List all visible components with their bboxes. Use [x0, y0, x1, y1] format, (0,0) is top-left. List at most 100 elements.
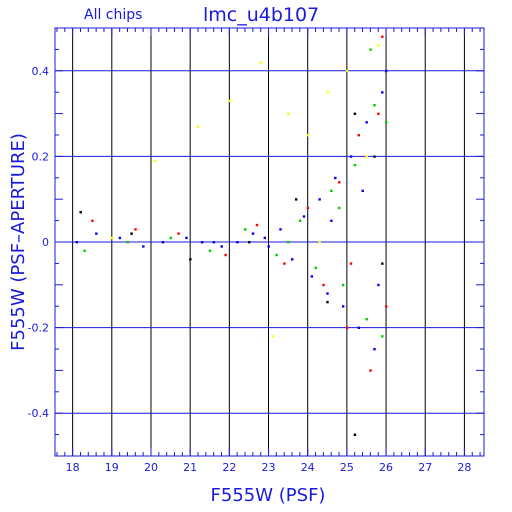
data-point	[110, 236, 114, 240]
x-tick-labels: 18 19 20 21 22 23 24 25 26 27 28	[66, 461, 472, 474]
data-point	[318, 241, 321, 244]
data-point	[334, 176, 337, 180]
data-point	[365, 155, 368, 158]
data-point	[349, 155, 353, 158]
data-points	[75, 35, 388, 436]
data-point	[118, 236, 122, 240]
chart-title: lmc_u4b107	[203, 4, 319, 26]
data-point	[322, 283, 325, 287]
data-point	[244, 228, 247, 231]
x-tick-label: 26	[379, 461, 393, 474]
data-point	[385, 121, 388, 124]
data-point	[298, 219, 302, 222]
data-point	[263, 236, 267, 240]
data-point	[75, 241, 78, 244]
data-point	[287, 241, 290, 244]
data-point	[345, 326, 349, 329]
data-point	[283, 262, 286, 265]
data-point	[330, 189, 333, 193]
data-point	[271, 335, 274, 338]
data-point	[310, 275, 314, 278]
data-point	[330, 219, 333, 222]
data-point	[373, 348, 376, 351]
data-point	[291, 258, 294, 261]
data-point	[142, 245, 145, 248]
y-tick-labels: -0.4 -0.2 0 0.2 0.4	[28, 65, 49, 420]
data-point	[385, 69, 388, 73]
data-point	[200, 241, 204, 244]
data-point	[381, 91, 384, 94]
data-point	[377, 283, 380, 287]
data-point	[338, 181, 341, 184]
data-point	[130, 232, 133, 235]
data-point	[185, 236, 188, 240]
y-tick-label: 0	[42, 236, 49, 249]
data-point	[369, 48, 372, 51]
data-point	[134, 228, 137, 231]
data-point	[275, 253, 278, 257]
data-point	[381, 335, 384, 338]
x-tick-label: 23	[262, 461, 276, 474]
data-point	[353, 163, 357, 167]
data-point	[169, 236, 172, 240]
data-point	[279, 228, 282, 231]
data-point	[306, 134, 310, 137]
x-tick-label: 25	[340, 461, 354, 474]
y-tick-label: -0.2	[28, 322, 49, 335]
data-point	[338, 206, 341, 210]
data-point	[318, 198, 321, 201]
data-point	[126, 241, 129, 244]
data-point	[212, 241, 216, 244]
data-point	[373, 104, 376, 107]
data-point	[306, 206, 310, 210]
data-point	[208, 249, 212, 252]
data-point	[255, 223, 259, 227]
data-point	[83, 249, 86, 252]
x-axis-label: F555W (PSF)	[211, 485, 326, 506]
data-point	[177, 232, 180, 235]
data-point	[373, 155, 376, 158]
x-tick-label: 21	[183, 461, 197, 474]
data-point	[361, 189, 364, 193]
data-point	[197, 125, 200, 128]
data-point	[161, 241, 165, 244]
data-point	[314, 266, 317, 270]
data-point	[91, 219, 94, 222]
data-point	[353, 112, 357, 115]
data-point	[224, 253, 227, 257]
x-tick-label: 24	[301, 461, 315, 474]
data-point	[381, 262, 384, 265]
data-point	[341, 283, 345, 287]
data-point	[251, 232, 255, 235]
x-tick-label: 18	[66, 461, 80, 474]
data-point	[302, 215, 306, 218]
data-point	[326, 91, 329, 94]
data-point	[369, 369, 372, 372]
data-point	[365, 121, 368, 124]
y-axis-label: F555W (PSF–APERTURE)	[8, 133, 29, 351]
data-point	[377, 112, 380, 115]
data-point	[357, 134, 361, 137]
data-point	[353, 433, 357, 436]
data-point	[189, 258, 192, 261]
data-point	[385, 305, 388, 308]
data-point	[236, 241, 239, 244]
data-point	[294, 198, 298, 201]
data-point	[247, 241, 251, 244]
y-tick-label: -0.4	[28, 407, 49, 420]
data-point	[153, 159, 157, 163]
x-tick-label: 20	[144, 461, 158, 474]
grid-lines	[55, 28, 484, 456]
data-point	[220, 245, 223, 248]
data-point	[287, 112, 290, 115]
x-tick-label: 22	[222, 461, 236, 474]
x-tick-label: 19	[105, 461, 119, 474]
x-tick-label: 27	[418, 461, 432, 474]
data-point	[259, 61, 263, 64]
data-point	[365, 318, 368, 321]
data-point	[79, 211, 82, 214]
data-point	[377, 44, 380, 47]
tick-marks	[55, 27, 484, 457]
